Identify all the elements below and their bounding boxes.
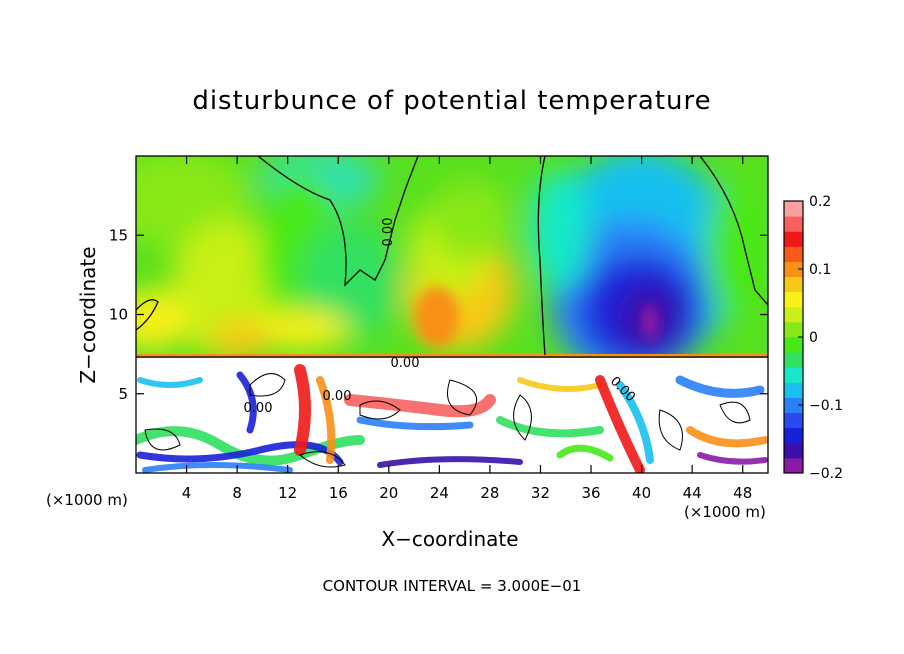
small-contour-3: [447, 379, 478, 416]
x-unit-label-right: (×1000 m): [684, 503, 766, 521]
x-axis-label: X−coordinate: [381, 527, 519, 551]
colorbar-segment: [784, 276, 803, 293]
colorbar-segment: [784, 457, 803, 474]
x-axis-ticks: 4 8 12 16 20 24 28 32 36 40 44 48: [182, 156, 752, 502]
colorbar-segment: [784, 412, 803, 429]
contour-label: 0.00: [381, 218, 396, 247]
colorbar-segment: [784, 291, 803, 308]
colorbar-segment: [784, 201, 803, 217]
x-tick-label: 20: [379, 484, 398, 502]
small-contour-2: [359, 400, 401, 420]
colorbar-segment: [784, 231, 803, 247]
colorbar-segment: [784, 397, 803, 414]
colorbar-segment: [784, 352, 803, 368]
colorbar-segment: [784, 261, 803, 278]
x-tick-label: 12: [278, 484, 297, 502]
y-tick-label: 5: [118, 385, 128, 403]
colorbar-segment: [784, 246, 803, 262]
x-tick-label: 48: [733, 484, 752, 502]
small-contour-8: [719, 401, 751, 424]
colorbar-segment: [784, 382, 803, 398]
colorbar-segment: [784, 216, 803, 232]
x-tick-label: 44: [683, 484, 702, 502]
x-tick-label: 40: [632, 484, 651, 502]
small-contour-1: [249, 373, 286, 397]
colorbar-tick-label: 0.2: [809, 194, 831, 210]
x-tick-label: 8: [232, 484, 242, 502]
y-tick-label: 15: [109, 226, 128, 244]
small-contour-6: [658, 409, 683, 451]
colorbar: 0.2 0.1 0 −0.1 −0.2: [783, 194, 843, 482]
contour-label: 0.00: [244, 401, 273, 416]
zero-contour-2: [537, 156, 546, 356]
x-tick-label: 16: [329, 484, 348, 502]
x-tick-label: 28: [480, 484, 499, 502]
colorbar-tick-label: −0.2: [809, 466, 843, 482]
chart-title: disturbunce of potential temperature: [192, 86, 712, 116]
colorbar-tick-label: −0.1: [809, 398, 843, 414]
x-tick-label: 4: [182, 484, 192, 502]
small-contour-7: [298, 451, 346, 468]
colorbar-tick-label: 0.1: [809, 262, 831, 278]
zero-contour-3: [699, 156, 768, 306]
small-contour-4: [144, 428, 181, 451]
zero-contour-1: [257, 156, 419, 287]
upper-layer-field: [136, 156, 765, 380]
field-layer: [136, 156, 768, 473]
colorbar-segment: [784, 337, 803, 353]
colorbar-tick-label: 0: [809, 330, 818, 346]
contour-label: 0.00: [323, 389, 352, 404]
interface-band: [136, 354, 768, 358]
colorbar-segment: [784, 367, 803, 383]
y-axis-label: Z−coordinate: [76, 246, 100, 384]
x-tick-label: 24: [430, 484, 449, 502]
small-contour-5: [513, 394, 532, 441]
y-axis-ticks: 5 10 15: [109, 226, 768, 403]
x-tick-label: 36: [581, 484, 600, 502]
contour-label: 0.00: [391, 356, 420, 371]
lower-layer-field: [136, 357, 768, 473]
colorbar-segment: [784, 442, 803, 459]
x-unit-label-left: (×1000 m): [46, 491, 128, 509]
colorbar-segment: [784, 306, 803, 323]
colorbar-segment: [784, 321, 803, 338]
colorbar-segment: [784, 427, 803, 444]
y-tick-label: 10: [109, 306, 128, 324]
x-tick-label: 32: [531, 484, 550, 502]
zero-contour-4: [136, 299, 159, 331]
contour-interval-note: CONTOUR INTERVAL = 3.000E−01: [322, 577, 582, 595]
